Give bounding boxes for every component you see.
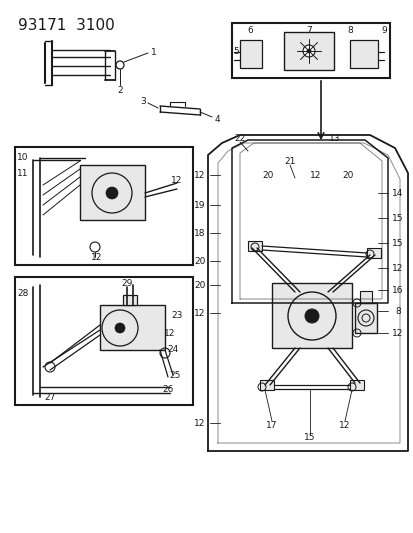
Text: 28: 28 [17,288,28,297]
Text: 20: 20 [262,171,273,180]
Text: 12: 12 [339,421,350,430]
Text: 14: 14 [392,189,403,198]
Text: 10: 10 [17,152,28,161]
Bar [100,305,165,350]
Bar [80,165,145,220]
Text: 20: 20 [194,280,205,289]
Bar [349,380,363,390]
Text: 27: 27 [44,392,56,401]
Bar [366,248,380,258]
Text: 12: 12 [194,171,205,180]
Text: 25: 25 [169,370,180,379]
Text: 17: 17 [266,421,277,430]
Text: 12: 12 [91,253,102,262]
Text: 21: 21 [284,157,295,166]
Text: 2: 2 [117,85,123,94]
Bar [349,40,377,68]
Text: 12: 12 [310,171,321,180]
Bar [259,380,273,390]
Text: 3: 3 [140,96,145,106]
Bar [354,303,376,333]
Text: 12: 12 [194,418,205,427]
Text: 15: 15 [304,433,315,442]
Text: 12: 12 [392,263,403,272]
Text: 7: 7 [305,26,311,35]
Text: 1: 1 [151,47,157,56]
Text: 13: 13 [328,133,340,142]
Bar [271,283,351,348]
Text: 18: 18 [194,229,205,238]
Bar [123,295,137,305]
Text: 20: 20 [194,256,205,265]
Text: 22: 22 [234,133,245,142]
Text: 93171  3100: 93171 3100 [18,18,114,33]
Text: 11: 11 [17,168,28,177]
Text: 24: 24 [167,345,178,354]
Text: 5: 5 [233,46,238,55]
Text: 4: 4 [214,115,219,124]
Bar [247,241,261,251]
Text: 12: 12 [194,309,205,318]
Text: 16: 16 [391,286,403,295]
Text: 26: 26 [162,385,173,394]
Text: 23: 23 [171,311,182,319]
Text: 8: 8 [346,26,352,35]
Text: 20: 20 [342,171,353,180]
Text: 6: 6 [247,26,252,35]
Circle shape [304,309,318,323]
Bar [15,147,192,265]
Text: 12: 12 [171,175,182,184]
Bar [283,32,333,70]
Text: 9: 9 [380,26,386,35]
Circle shape [115,323,125,333]
Text: 8: 8 [394,306,400,316]
Bar [240,40,261,68]
Text: 12: 12 [164,328,175,337]
Bar [15,277,192,405]
Circle shape [306,49,310,53]
Circle shape [302,45,314,57]
Bar [231,23,389,78]
Circle shape [106,187,118,199]
Text: 15: 15 [391,214,403,222]
Text: 15: 15 [391,238,403,247]
Text: 29: 29 [121,279,133,287]
Bar [359,291,371,303]
Text: 12: 12 [392,328,403,337]
Text: 19: 19 [194,200,205,209]
